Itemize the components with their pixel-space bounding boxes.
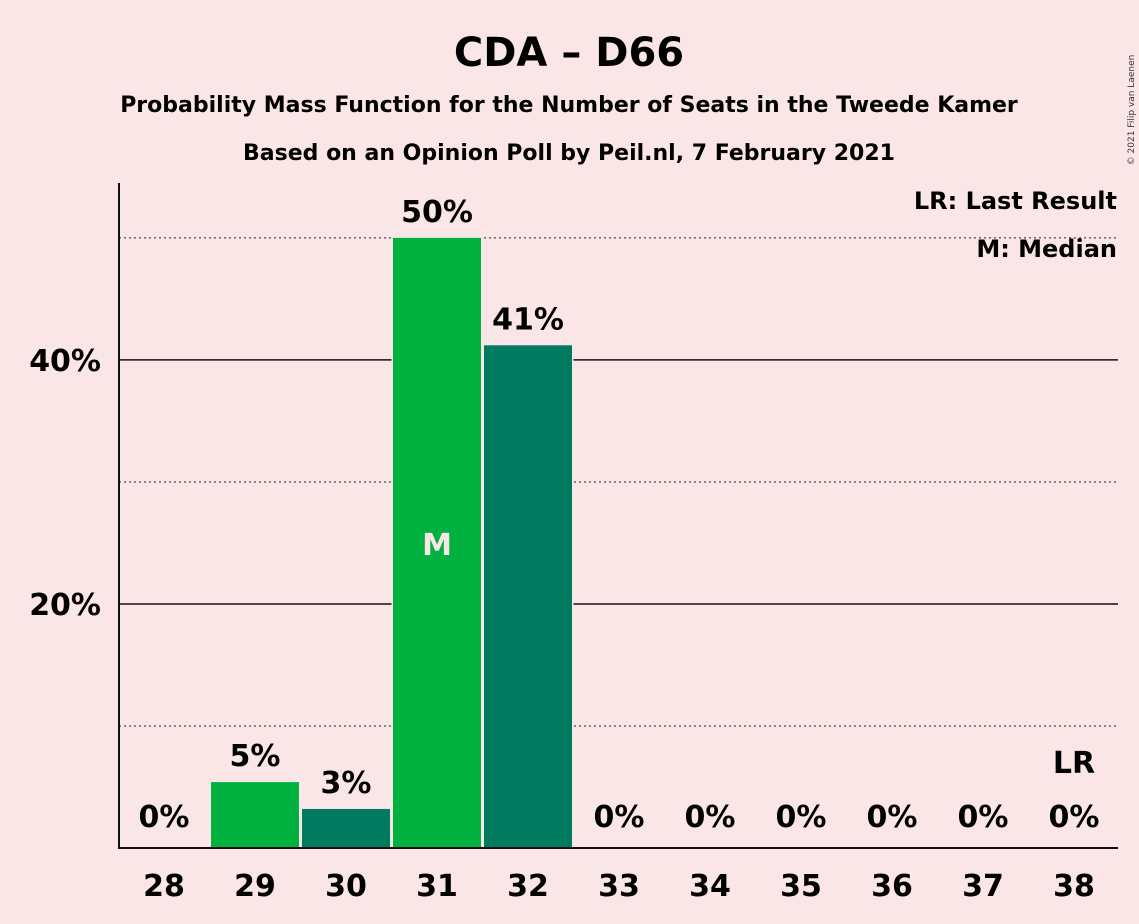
data-label: 0% xyxy=(685,800,736,835)
x-tick-label: 37 xyxy=(962,869,1004,904)
legend-median: M: Median xyxy=(976,235,1117,263)
y-tick-label: 20% xyxy=(29,588,101,623)
axes: 20% 40% 28 29 30 31 32 33 34 35 36 37 38 xyxy=(29,183,1118,904)
x-tick-label: 34 xyxy=(689,869,731,904)
legend-last-result: LR: Last Result xyxy=(914,187,1117,215)
x-tick-label: 36 xyxy=(871,869,913,904)
chart-title: CDA – D66 xyxy=(454,30,684,76)
data-label: 5% xyxy=(230,739,281,774)
data-label: 0% xyxy=(776,800,827,835)
y-tick-label: 40% xyxy=(29,344,101,379)
x-tick-label: 38 xyxy=(1053,869,1095,904)
median-marker: M xyxy=(422,528,452,563)
data-label: 0% xyxy=(1049,800,1100,835)
bar xyxy=(211,782,299,848)
x-tick-label: 29 xyxy=(234,869,276,904)
bar-mask xyxy=(573,802,665,848)
data-label: 0% xyxy=(958,800,1009,835)
bar-mask xyxy=(1028,802,1120,848)
data-label: 41% xyxy=(492,302,564,337)
data-label: 0% xyxy=(594,800,645,835)
gridlines xyxy=(119,237,1118,727)
bar xyxy=(302,808,390,848)
bar xyxy=(393,237,481,848)
chart-subtitle-2: Based on an Opinion Poll by Peil.nl, 7 F… xyxy=(243,141,895,166)
chart-subtitle-1: Probability Mass Function for the Number… xyxy=(120,93,1018,118)
data-label: 0% xyxy=(139,800,190,835)
copyright-note: © 2021 Filip van Laenen xyxy=(1127,55,1137,166)
bar xyxy=(484,345,572,848)
x-tick-label: 35 xyxy=(780,869,822,904)
x-tick-label: 30 xyxy=(325,869,367,904)
x-tick-label: 31 xyxy=(416,869,458,904)
data-labels: 0% 5% 3% 50% M 41% 0% 0% 0% 0% 0% 0% LR xyxy=(139,195,1100,835)
bar-mask xyxy=(118,802,210,848)
x-tick-label: 28 xyxy=(143,869,185,904)
x-tick-label: 32 xyxy=(507,869,549,904)
data-label: 50% xyxy=(401,195,473,230)
x-tick-label: 33 xyxy=(598,869,640,904)
bar-mask xyxy=(664,802,756,848)
bar-mask xyxy=(937,802,1029,848)
last-result-marker: LR xyxy=(1053,746,1095,781)
bars xyxy=(118,189,1120,848)
bar-mask xyxy=(755,802,847,848)
bar-mask xyxy=(846,802,938,848)
data-label: 0% xyxy=(867,800,918,835)
data-label: 3% xyxy=(321,766,372,801)
